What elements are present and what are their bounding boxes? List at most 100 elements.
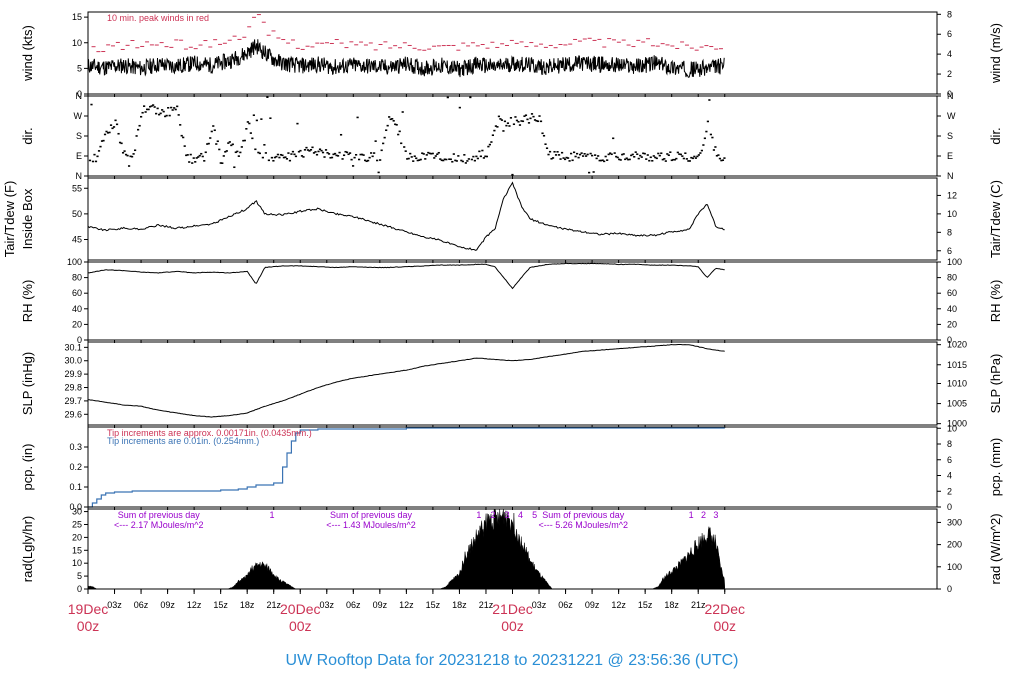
direction-mark [123, 150, 126, 152]
direction-mark [606, 159, 609, 161]
direction-mark [582, 155, 585, 157]
direction-mark [437, 151, 440, 154]
direction-mark [667, 154, 670, 157]
direction-mark [129, 155, 132, 158]
series-wind-line [87, 39, 725, 78]
direction-mark [439, 158, 442, 160]
direction-mark [553, 150, 556, 153]
direction-mark [383, 136, 386, 139]
direction-mark [699, 152, 702, 154]
x-hour-label: 15z [213, 600, 228, 610]
right-tick-label: 0 [947, 89, 952, 99]
direction-mark [721, 159, 725, 161]
left-tick-label: W [74, 111, 83, 121]
panel-frame-slp [87, 341, 938, 426]
direction-mark [218, 148, 221, 151]
direction-mark [395, 124, 398, 126]
direction-mark [624, 158, 627, 161]
direction-mark [315, 153, 319, 156]
direction-mark [464, 162, 467, 164]
direction-mark [117, 132, 120, 135]
direction-mark [591, 154, 594, 157]
direction-mark [189, 153, 192, 156]
left-tick-label: 0.0 [69, 502, 82, 512]
direction-mark [472, 155, 475, 158]
direction-mark [530, 113, 534, 115]
direction-mark [339, 133, 343, 136]
direction-mark [615, 155, 618, 158]
direction-mark [518, 124, 522, 126]
direction-mark [693, 155, 696, 158]
right-tick-label: N [947, 171, 954, 181]
direction-mark [572, 151, 576, 154]
direction-mark [460, 159, 463, 162]
direction-mark [458, 106, 461, 109]
direction-mark [657, 152, 660, 155]
left-axis-label-2: Inside Box [20, 188, 35, 249]
left-tick-label: 20 [72, 319, 82, 329]
direction-mark [400, 142, 403, 145]
direction-mark [643, 152, 646, 155]
direction-mark [613, 152, 616, 154]
right-tick-label: 10 [947, 423, 957, 433]
direction-mark [354, 154, 358, 156]
daily-sum-label: Sum of previous day [330, 510, 413, 520]
direction-mark [198, 154, 201, 157]
direction-mark [294, 155, 298, 158]
direction-mark [153, 106, 156, 108]
direction-mark [255, 119, 258, 122]
direction-mark [597, 155, 600, 157]
direction-mark [373, 152, 376, 154]
direction-mark [535, 119, 538, 122]
right-tick-label: 2 [947, 486, 952, 496]
left-axis-label: Tair/Tdew (F) [2, 181, 17, 258]
direction-mark [209, 137, 212, 139]
direction-mark [258, 152, 261, 155]
direction-mark [308, 150, 311, 152]
direction-mark [382, 142, 385, 145]
daily-sum-value: <--- 1.43 MJoules/m^2 [326, 520, 416, 530]
x-hour-label: 21z [479, 600, 494, 610]
direction-mark [494, 125, 498, 127]
direction-mark [377, 171, 380, 174]
left-axis-label: wind (kts) [20, 25, 35, 82]
direction-mark [621, 153, 624, 156]
direction-mark [664, 160, 667, 162]
direction-mark [297, 150, 301, 153]
left-axis-label: dir. [20, 127, 35, 144]
left-tick-label: E [76, 151, 82, 161]
direction-mark [370, 152, 373, 154]
direction-mark [409, 152, 412, 155]
direction-mark [210, 130, 213, 133]
direction-mark [554, 154, 558, 156]
right-axis-label: pcp. (mm) [988, 438, 1003, 497]
direction-mark [278, 156, 281, 159]
direction-mark [361, 153, 364, 156]
panel-frame-temp [87, 177, 938, 261]
direction-mark [542, 134, 546, 137]
direction-mark [132, 153, 135, 155]
direction-mark [579, 153, 582, 156]
direction-mark [694, 157, 697, 159]
right-tick-label: 6 [947, 246, 952, 256]
right-tick-label: 1005 [947, 399, 967, 409]
direction-mark [103, 133, 107, 136]
direction-mark [251, 137, 254, 140]
direction-mark [673, 158, 676, 161]
x-date-sublabel: 00z [713, 618, 736, 634]
direction-mark [362, 154, 365, 156]
direction-mark [155, 112, 158, 115]
direction-mark [222, 155, 225, 157]
direction-mark [281, 154, 284, 157]
x-hour-label: 03z [320, 600, 335, 610]
direction-mark [368, 156, 371, 159]
x-date-sublabel: 00z [501, 618, 524, 634]
direction-mark [711, 136, 714, 139]
direction-mark [403, 146, 406, 148]
direction-mark [536, 120, 540, 123]
direction-mark [451, 160, 454, 163]
daily-sum-label: Sum of previous day [542, 510, 625, 520]
direction-mark [651, 159, 654, 162]
direction-mark [121, 151, 125, 154]
